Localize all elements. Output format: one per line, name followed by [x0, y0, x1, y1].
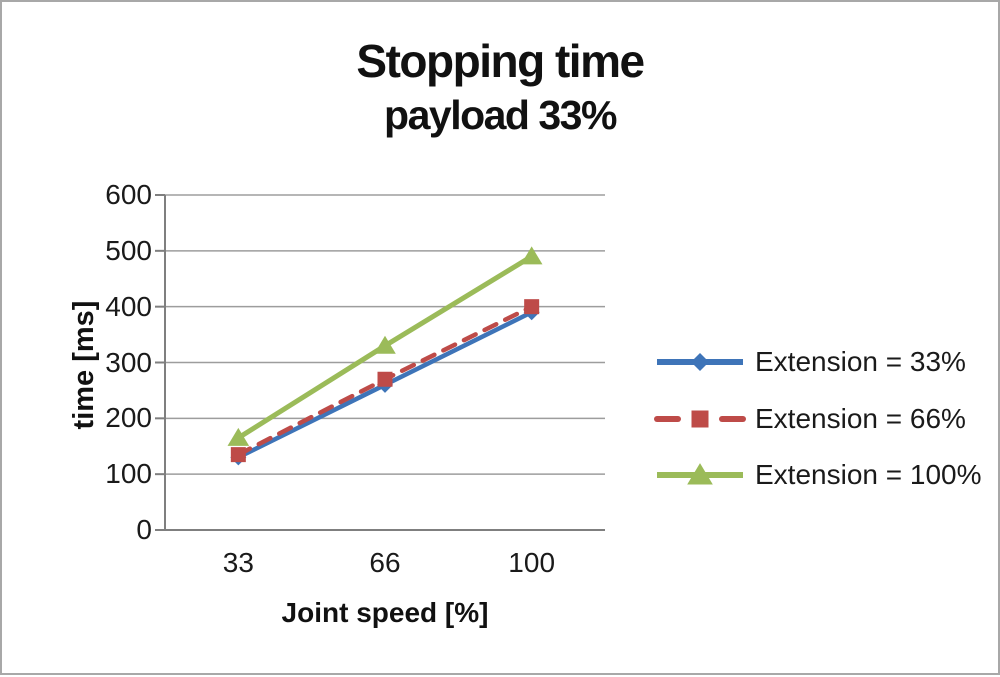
title-block: Stopping time payload 33%	[2, 32, 998, 140]
legend-marker-extension-33	[657, 353, 743, 371]
legend-item: Extension = 33%	[652, 340, 966, 384]
triangle-marker	[374, 335, 396, 354]
y-tick-label: 100	[105, 458, 152, 490]
triangle-marker	[520, 246, 543, 265]
legend-label: Extension = 100%	[755, 459, 982, 490]
legend-label: Extension = 33%	[755, 346, 966, 377]
y-tick-label: 600	[105, 179, 152, 210]
y-tick-label: 300	[105, 346, 152, 378]
triangle-marker	[227, 427, 250, 446]
square-marker	[377, 371, 393, 387]
square-marker	[524, 299, 540, 315]
legend-marker-extension-66	[654, 410, 746, 428]
x-tick-label: 100	[508, 547, 556, 578]
x-tick-label: 66	[369, 547, 401, 578]
y-tick-label: 200	[105, 402, 152, 434]
x-axis-title: Joint speed [%]	[281, 597, 489, 628]
legend-marker-extension-100	[657, 463, 743, 485]
square-marker	[230, 447, 246, 463]
legend-item: Extension = 100%	[652, 453, 982, 497]
y-tick-label: 400	[105, 290, 152, 322]
square-marker	[691, 410, 709, 428]
chart-subtitle: payload 33%	[384, 92, 617, 138]
y-tick-label: 0	[136, 514, 152, 545]
y-tick-label: 500	[105, 234, 152, 266]
legend-item: Extension = 66%	[652, 397, 966, 441]
chart-title: Stopping time	[356, 35, 645, 87]
legend-label: Extension = 66%	[755, 403, 966, 434]
diamond-marker	[691, 353, 709, 371]
x-tick-label: 33	[222, 547, 254, 578]
y-axis-title: time [ms]	[68, 300, 100, 430]
triangle-marker	[687, 463, 713, 485]
